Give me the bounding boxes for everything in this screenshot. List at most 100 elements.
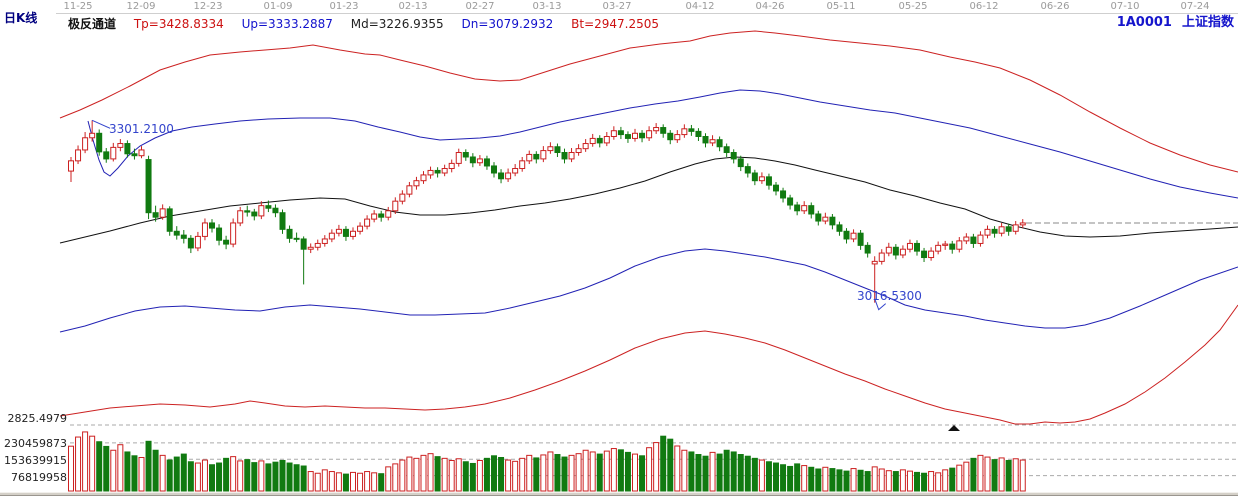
- candle-down: [1005, 226, 1012, 232]
- volume-bar-up: [906, 470, 913, 492]
- candle-up: [237, 210, 244, 224]
- volume-bar-down: [293, 464, 300, 492]
- volume-bar-down: [483, 457, 490, 492]
- candle-up: [505, 172, 512, 180]
- candle-down: [730, 152, 737, 160]
- volume-bar-down: [723, 449, 730, 492]
- candle-up: [984, 228, 991, 236]
- candle-up: [201, 222, 208, 237]
- candle-down: [166, 208, 173, 232]
- candle-up: [427, 169, 434, 176]
- candle-down: [970, 236, 977, 244]
- volume-bar-up: [321, 469, 328, 492]
- candle-down: [660, 127, 667, 134]
- volume-bar-up: [476, 459, 483, 492]
- volume-bar-down: [561, 456, 568, 492]
- candle-down: [145, 159, 152, 214]
- volume-bar-up: [159, 454, 166, 492]
- candle-up: [963, 236, 970, 242]
- date-tick-label: 11-25: [63, 1, 93, 12]
- candle-down: [265, 205, 272, 209]
- kline-period-label[interactable]: 日K线: [4, 11, 38, 25]
- expand-triangle-marker[interactable]: [948, 425, 960, 431]
- date-tick-label: 05-11: [826, 1, 856, 12]
- date-axis-rule: [56, 13, 1238, 14]
- volume-bar-up: [82, 431, 89, 492]
- volume-bar-up: [138, 456, 145, 492]
- candle-down: [498, 172, 505, 180]
- symbol-code: 1A0001: [1116, 15, 1172, 30]
- volume-bar-down: [244, 459, 251, 492]
- candle-down: [272, 207, 279, 214]
- candle-up: [512, 168, 519, 174]
- indicator-value-md: Md=3226.9355: [350, 17, 444, 31]
- volume-bar-up: [75, 436, 82, 492]
- symbol-label[interactable]: 1A0001 上证指数: [1117, 11, 1234, 30]
- volume-bar-down: [737, 454, 744, 492]
- channel-line-bt_bottom_red: [59, 304, 1238, 425]
- volume-bar-up: [603, 450, 610, 492]
- date-tick-label: 04-26: [755, 1, 785, 12]
- volume-bar-up: [406, 456, 413, 492]
- candle-up: [519, 160, 526, 170]
- volume-bar-down: [660, 435, 667, 492]
- volume-bar-up: [194, 462, 201, 492]
- candle-up: [878, 252, 885, 262]
- candle-up: [385, 210, 392, 218]
- volume-bar-down: [533, 457, 540, 492]
- candle-down: [244, 210, 251, 213]
- volume-bar-up: [928, 471, 935, 492]
- volume-bar-up: [505, 459, 512, 492]
- volume-bar-down: [702, 455, 709, 492]
- candle-up: [399, 193, 406, 202]
- candle-down: [173, 230, 180, 236]
- volume-bar-up: [547, 451, 554, 492]
- volume-bar-up: [977, 454, 984, 492]
- volume-bar-down: [970, 457, 977, 492]
- indicator-name[interactable]: 极反通道: [68, 17, 117, 31]
- volume-bar-up: [230, 456, 237, 492]
- candle-down: [787, 197, 794, 206]
- date-tick-label: 04-12: [685, 1, 715, 12]
- candle-up: [589, 137, 596, 145]
- candle-down: [857, 232, 864, 246]
- volume-bar-down: [96, 441, 103, 492]
- volume-bar-down: [808, 466, 815, 492]
- candle-down: [744, 166, 751, 174]
- volume-bar-up: [371, 472, 378, 492]
- candle-down: [667, 132, 674, 141]
- candles: [68, 120, 1026, 303]
- bottom-splitter[interactable]: [0, 492, 1238, 496]
- candle-up: [420, 174, 427, 182]
- candle-up: [357, 225, 364, 232]
- date-tick-label: 01-23: [329, 1, 359, 12]
- candle-up: [899, 248, 906, 256]
- volume-bar-up: [589, 451, 596, 492]
- candle-down: [864, 244, 871, 254]
- volume-bar-up: [258, 460, 265, 492]
- volume-bar-down: [223, 457, 230, 492]
- candle-up: [822, 216, 829, 222]
- candle-up: [350, 230, 356, 237]
- volume-bar-up: [956, 464, 963, 492]
- candle-up: [942, 243, 949, 246]
- candle-down: [843, 230, 850, 240]
- candle-up: [117, 143, 124, 148]
- candle-down: [702, 135, 709, 144]
- candle-up: [801, 205, 808, 212]
- candle-up: [603, 135, 610, 144]
- candle-down: [469, 156, 476, 164]
- candle-up: [906, 242, 913, 250]
- volume-bar-up: [758, 459, 765, 492]
- candle-down: [180, 234, 187, 239]
- indicator-value-tp: Tp=3428.8334: [133, 17, 224, 31]
- candle-down: [561, 152, 568, 160]
- candle-up: [159, 208, 166, 218]
- date-tick-label: 02-13: [398, 1, 428, 12]
- volume-bar-up: [653, 442, 660, 492]
- candle-down: [949, 243, 956, 250]
- candle-down: [716, 139, 723, 148]
- volume-bar-down: [730, 451, 737, 492]
